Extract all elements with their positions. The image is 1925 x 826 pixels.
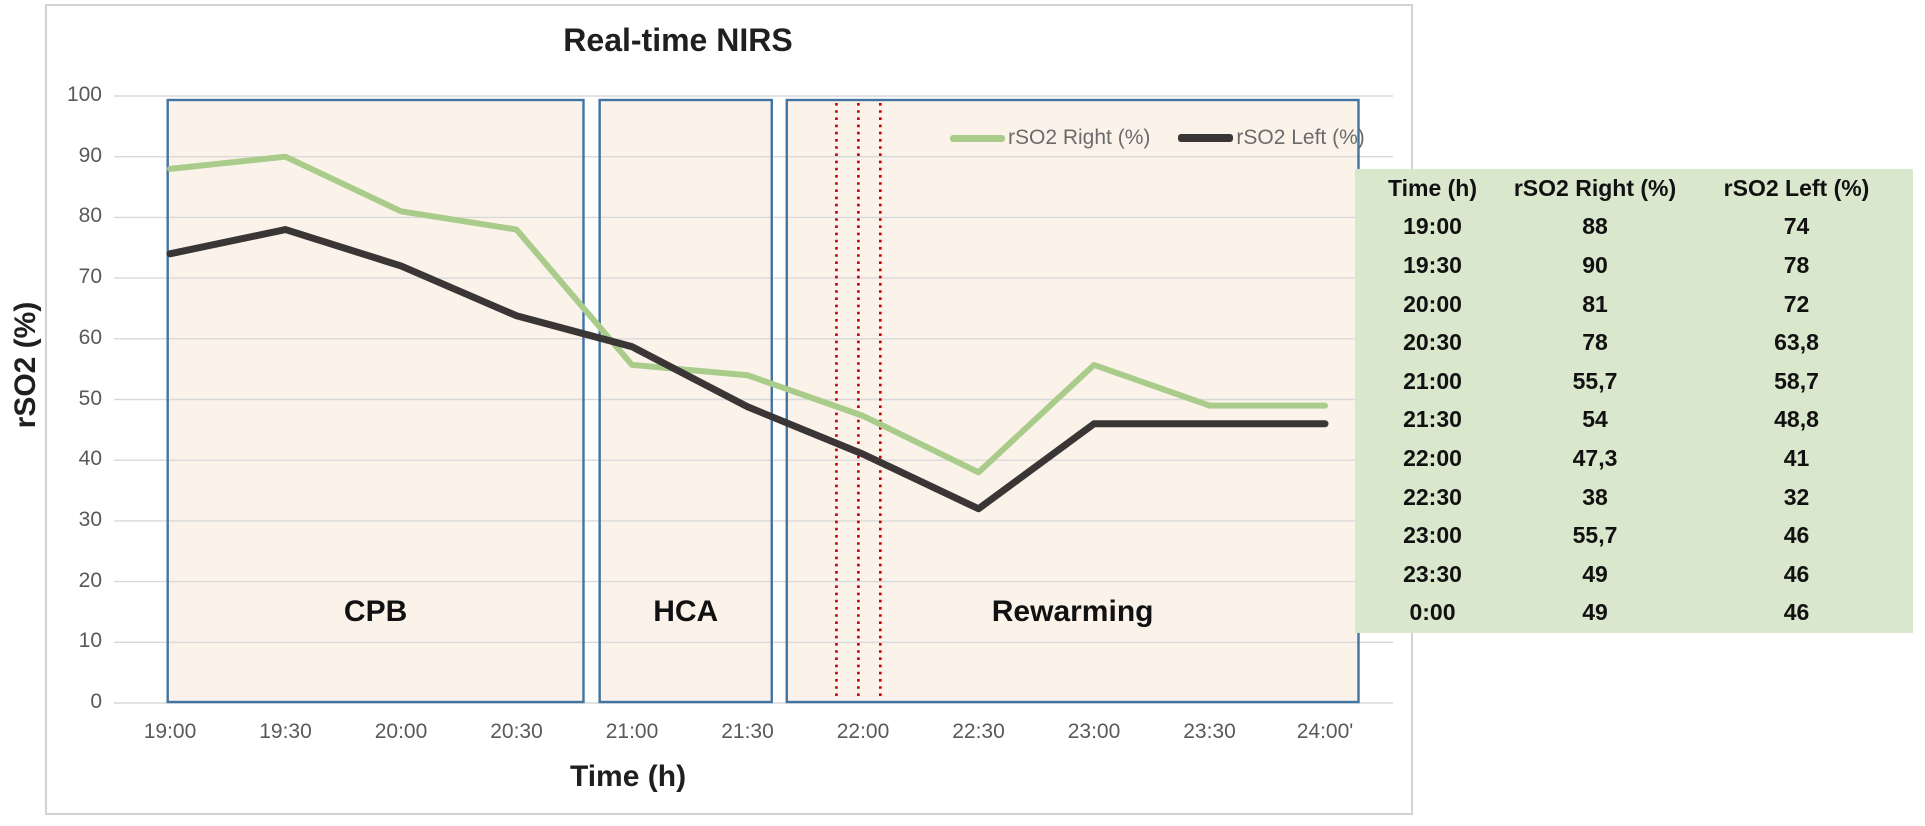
legend-item-left: rSO2 Left (%) [1178,126,1365,150]
x-axis-tick-label-10: 24:00' [1296,720,1354,743]
y-axis-tick-label-20: 20 [78,568,102,592]
table-cell-r9-c1: 49 [1582,560,1608,587]
chart-legend: rSO2 Right (%) rSO2 Left (%) [950,123,1365,153]
table-cell-r4-c2: 58,7 [1774,367,1819,394]
y-axis-tick-label-60: 60 [78,325,102,349]
table-cell-r5-c1: 54 [1582,406,1608,433]
table-cell-r4-c0: 21:00 [1403,367,1462,394]
phase-box-border-cpb [166,98,585,704]
y-axis-tick-label-30: 30 [78,507,102,531]
table-cell-r7-c0: 22:30 [1403,483,1462,510]
table-cell-r6-c2: 41 [1783,444,1810,471]
data-table: Time (h) rSO2 Right (%) rSO2 Left (%) 19:00… [1355,169,1913,633]
x-axis-tick-label-5: 21:30 [721,720,774,743]
series-line-right [167,153,1328,476]
table-cell-r2-c2: 72 [1783,290,1810,317]
y-axis-tick-label-50: 50 [78,386,102,410]
table-cell-r7-c1: 38 [1582,483,1608,510]
table-header-cell-1: rSO2 Right (%) [1513,174,1677,201]
table-cell-r10-c1: 49 [1582,599,1608,626]
phase-box-border-hca [598,98,773,704]
x-axis-tick-label-3: 20:30 [490,720,543,743]
y-axis-tick-label-90: 90 [78,143,102,167]
series-line-left [166,226,1329,513]
table-cell-r9-c2: 46 [1783,560,1810,587]
legend-swatch-left [1178,134,1234,142]
table-cell-r3-c2: 63,8 [1774,329,1819,356]
table-cell-r3-c0: 20:30 [1403,329,1462,356]
table-cell-r8-c1: 55,7 [1572,522,1618,549]
table-cell-r10-c2: 46 [1783,599,1810,626]
legend-label-right: rSO2 Right (%) [1008,126,1151,149]
legend-label-left: rSO2 Left (%) [1236,126,1365,149]
table-header-cell-2: rSO2 Left (%) [1723,174,1870,201]
legend-swatch-right [950,134,1005,142]
x-axis-title: Time (h) [569,760,687,793]
table-cell-r8-c2: 46 [1783,522,1810,549]
table-cell-r10-c0: 0:00 [1409,599,1456,626]
table-header-cell-0: Time (h) [1387,174,1478,201]
table-cell-r4-c1: 55,7 [1572,367,1618,394]
y-axis-tick-label-10: 10 [78,629,102,653]
table-cell-r2-c0: 20:00 [1403,290,1462,317]
table-cell-r6-c0: 22:00 [1403,444,1462,471]
y-axis-tick-label-80: 80 [78,204,102,228]
x-axis-tick-label-7: 22:30 [952,720,1005,743]
table-cell-r6-c1: 47,3 [1572,444,1618,471]
x-axis-tick-label-8: 23:00 [1067,720,1121,743]
phase-label-hca: HCA [653,595,719,628]
x-axis-tick-label-9: 23:30 [1183,720,1236,743]
phase-label-rewarming: Rewarming [991,595,1154,628]
y-axis-tick-label-100: 100 [66,83,102,106]
table-cell-r1-c2: 78 [1783,251,1810,278]
x-axis-tick-label-0: 19:00 [143,720,197,743]
x-axis-tick-label-4: 21:00 [605,720,659,743]
table-cell-r0-c2: 74 [1783,213,1810,240]
y-axis-tick-label-40: 40 [78,447,102,471]
table-cell-r8-c0: 23:00 [1403,522,1462,549]
table-cell-r5-c0: 21:30 [1403,406,1462,433]
table-cell-r2-c1: 81 [1582,290,1608,317]
table-cell-r9-c0: 23:30 [1403,560,1462,587]
phase-label-cpb: CPB [343,595,408,628]
table-cell-r5-c2: 48,8 [1774,406,1819,433]
table-cell-r3-c1: 78 [1582,329,1608,356]
chart-title: Real-time NIRS [563,22,793,58]
phase-box-fill-rewarming [786,100,1359,702]
table-cell-r0-c0: 19:00 [1403,213,1462,240]
x-axis-tick-label-2: 20:00 [374,720,428,743]
legend-item-right: rSO2 Right (%) [950,126,1150,150]
table-cell-r1-c1: 90 [1582,251,1608,278]
y-axis-tick-label-0: 0 [90,690,102,713]
x-axis-tick-label-6: 22:00 [836,720,890,743]
y-axis-tick-label-70: 70 [78,265,102,289]
table-cell-r0-c1: 88 [1582,213,1608,240]
table-cell-r1-c0: 19:30 [1403,251,1462,278]
table-cell-r7-c2: 32 [1783,483,1810,510]
x-axis-tick-label-1: 19:30 [259,720,312,743]
